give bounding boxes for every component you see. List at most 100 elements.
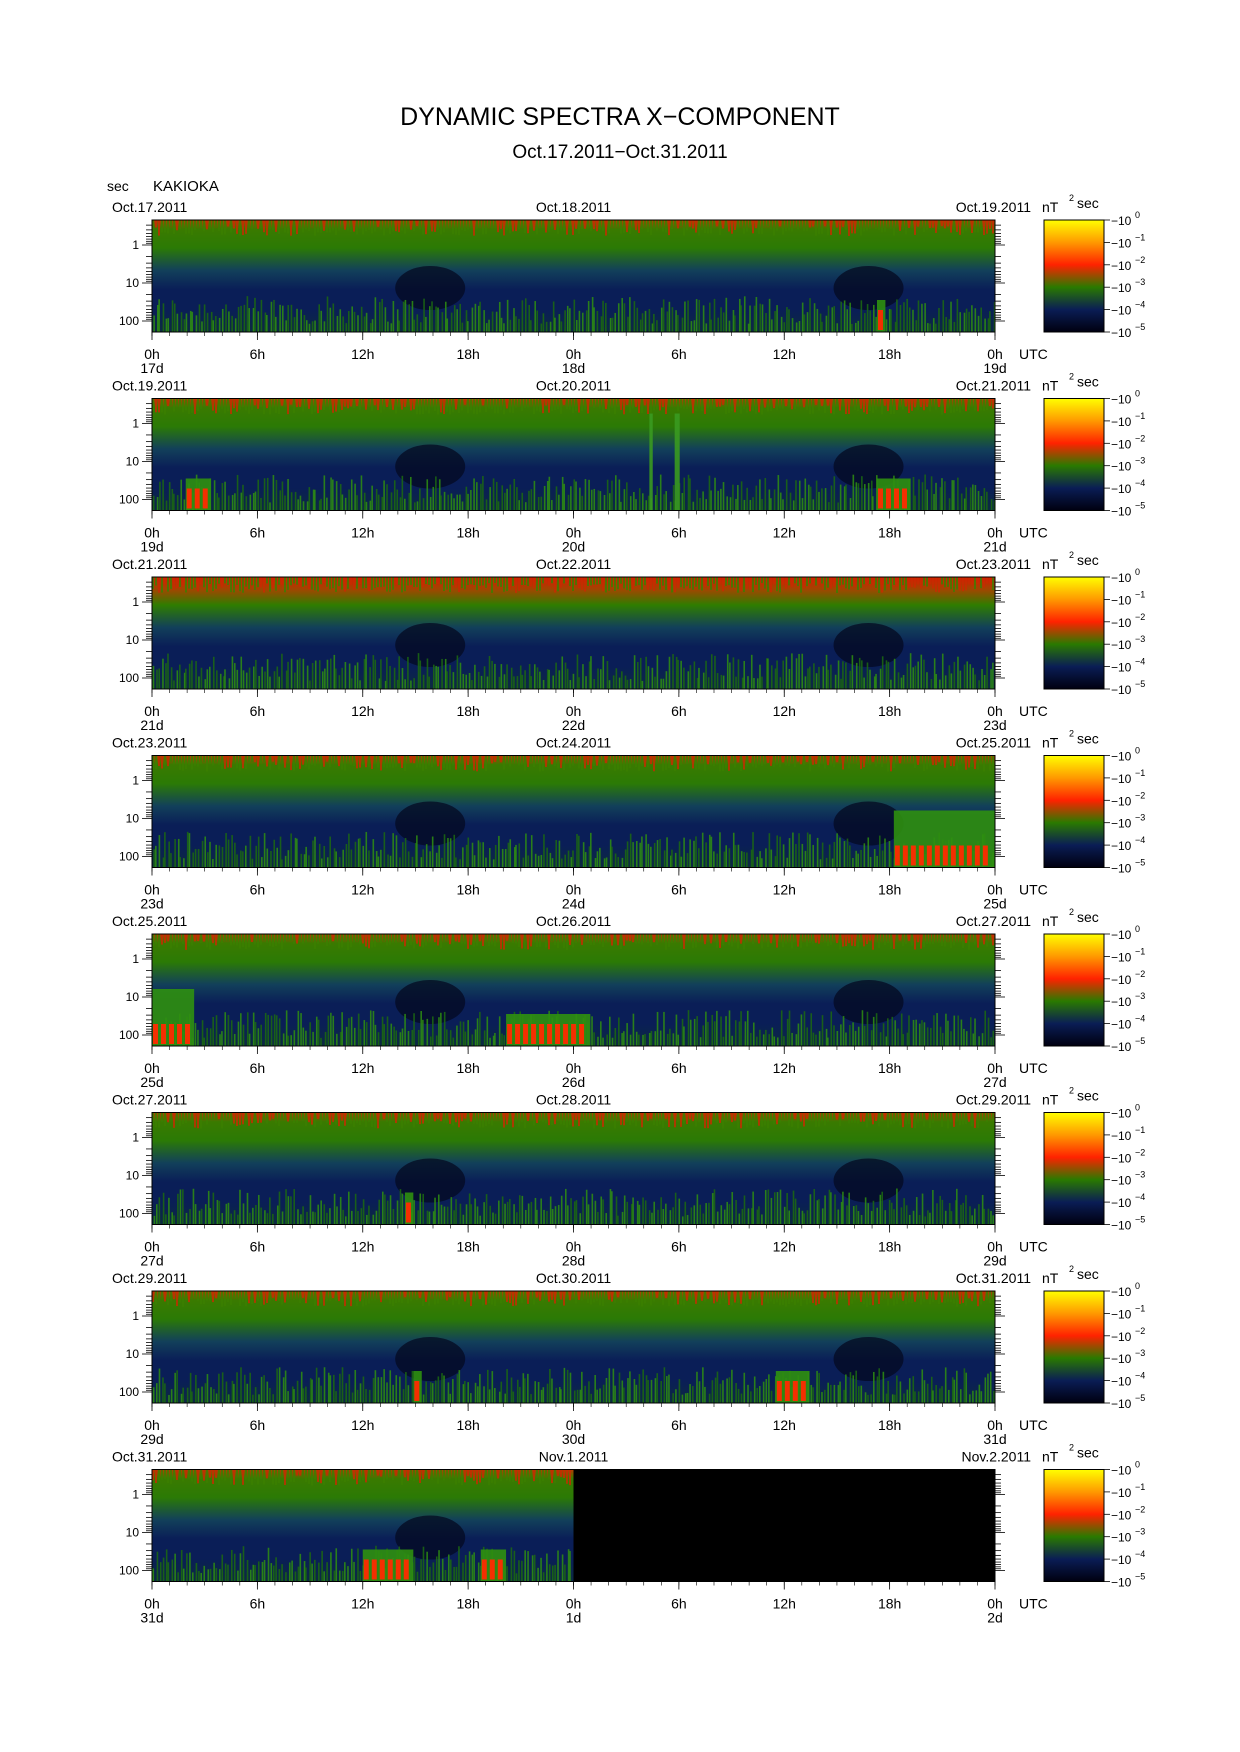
colorbar-unit: nT (1042, 556, 1059, 572)
colorbar-tick-label: −10 (1111, 661, 1132, 675)
x-tick-label: 0h (144, 1239, 160, 1255)
colorbar-tick-exp: −3 (1135, 277, 1145, 287)
x-tick-label: 0h (987, 1060, 1003, 1076)
spectrogram-panel: 1 10 100 0h 6h 12h 18h 0h 6h 12h 18h 0h UTC 21d 22d 23d… (0, 0, 1240, 733)
y-tick-label: 1 (132, 417, 139, 431)
x-tick-label: 0h (987, 346, 1003, 362)
date-label-center: Nov.1.2011 (539, 1449, 609, 1465)
activity-peak (497, 1559, 503, 1580)
y-tick-label: 10 (126, 1169, 140, 1183)
colorbar-tick-exp: −5 (1135, 1036, 1145, 1046)
activity-peak (800, 1381, 806, 1401)
colorbar-unit-tail: sec (1077, 374, 1099, 390)
activity-peak (563, 1024, 569, 1044)
date-label-right: Oct.21.2011 (956, 378, 1031, 394)
y-tick-label: 10 (126, 812, 140, 826)
x-tick-label: 12h (773, 1060, 796, 1076)
x-tick-label: 6h (250, 525, 266, 541)
x-tick-label: 18h (456, 882, 479, 898)
x-tick-label: 12h (773, 882, 796, 898)
date-label-right: Oct.19.2011 (956, 199, 1031, 215)
colorbar-unit: nT (1042, 1449, 1059, 1465)
colorbar-tick-label: −10 (1111, 1196, 1132, 1210)
activity-peak (363, 1559, 369, 1580)
x-tick-label: 12h (351, 346, 374, 362)
quiet-patch (833, 1337, 904, 1381)
colorbar-tick-exp: −5 (1135, 1572, 1145, 1582)
colorbar-tick-exp: −5 (1135, 501, 1145, 511)
colorbar-unit-exp: 2 (1069, 193, 1074, 203)
x-axis-unit: UTC (1019, 1417, 1048, 1433)
colorbar-tick-label: −10 (1111, 1219, 1132, 1233)
date-label-center: Oct.28.2011 (536, 1092, 611, 1108)
colorbar (1043, 1469, 1105, 1582)
y-tick-label: 1 (132, 595, 139, 609)
x-tick-label: 18h (878, 703, 901, 719)
day-label: 2d (987, 1610, 1003, 1626)
date-label-right: Oct.31.2011 (956, 1270, 1031, 1286)
colorbar-unit-exp: 2 (1069, 1086, 1074, 1096)
colorbar-tick-label: −10 (1111, 393, 1132, 407)
date-label-left: Oct.23.2011 (112, 735, 187, 751)
chart-subtitle: Oct.17.2011−Oct.31.2011 (512, 142, 728, 163)
x-tick-label: 0h (144, 1596, 160, 1612)
y-tick-label: 100 (119, 671, 139, 685)
colorbar-tick-exp: −3 (1135, 813, 1145, 823)
x-tick-label: 6h (671, 1417, 687, 1433)
x-tick-label: 6h (250, 1417, 266, 1433)
colorbar-tick-label: −10 (1111, 326, 1132, 340)
x-tick-label: 0h (987, 703, 1003, 719)
colorbar (1043, 219, 1105, 333)
day-label: 25d (983, 896, 1006, 912)
activity-peak (571, 1024, 577, 1044)
day-label: 18d (562, 360, 585, 376)
colorbar-tick-exp: −4 (1135, 478, 1145, 488)
x-tick-label: 18h (456, 703, 479, 719)
day-label: 29d (983, 1253, 1006, 1269)
colorbar-unit-tail: sec (1077, 731, 1099, 747)
activity-peak (893, 488, 899, 509)
x-tick-label: 0h (566, 1596, 582, 1612)
y-ticks (142, 1474, 1005, 1571)
colorbar-tick-exp: −1 (1135, 1303, 1145, 1313)
colorbar-tick-exp: −4 (1135, 835, 1145, 845)
y-tick-label: 1 (132, 1488, 139, 1502)
colorbar-tick-label: −10 (1111, 1330, 1132, 1344)
y-ticks (142, 938, 1005, 1036)
y-tick-label: 10 (126, 276, 140, 290)
colorbar-tick-label: −10 (1111, 460, 1132, 474)
x-tick-label: 6h (671, 703, 687, 719)
x-tick-label: 0h (566, 882, 582, 898)
activity-peak (926, 845, 932, 866)
x-tick-label: 0h (144, 703, 160, 719)
x-tick-label: 12h (773, 346, 796, 362)
y-tick-label: 10 (126, 455, 140, 469)
x-tick-label: 18h (878, 346, 901, 362)
colorbar-tick-label: −10 (1111, 772, 1132, 786)
spectral-texture (152, 577, 994, 689)
colorbar-tick-label: −10 (1111, 1553, 1132, 1567)
y-ticks (142, 1295, 1005, 1393)
activity-peak (405, 1202, 411, 1223)
day-label: 19d (140, 539, 163, 555)
colorbar-tick-exp: −2 (1135, 969, 1145, 979)
colorbar-tick-label: −10 (1111, 437, 1132, 451)
colorbar-unit-tail: sec (1077, 195, 1099, 211)
activity-peak (177, 1024, 182, 1044)
date-label-center: Oct.24.2011 (536, 735, 611, 751)
date-label-right: Nov.2.2011 (961, 1449, 1031, 1465)
colorbar-tick-exp: −4 (1135, 300, 1145, 310)
x-tick-label: 18h (878, 882, 901, 898)
x-tick-label: 6h (671, 1596, 687, 1612)
day-label: 30d (562, 1431, 585, 1447)
colorbar-tick-exp: −2 (1135, 255, 1145, 265)
x-tick-label: 18h (456, 346, 479, 362)
colorbar-tick-exp: −2 (1135, 1147, 1145, 1157)
activity-peak (186, 488, 192, 509)
colorbar-tick-exp: 0 (1135, 746, 1140, 756)
colorbar-tick-label: −10 (1111, 1129, 1132, 1143)
colorbar-unit-exp: 2 (1069, 1264, 1074, 1274)
spectral-texture (152, 1291, 995, 1403)
